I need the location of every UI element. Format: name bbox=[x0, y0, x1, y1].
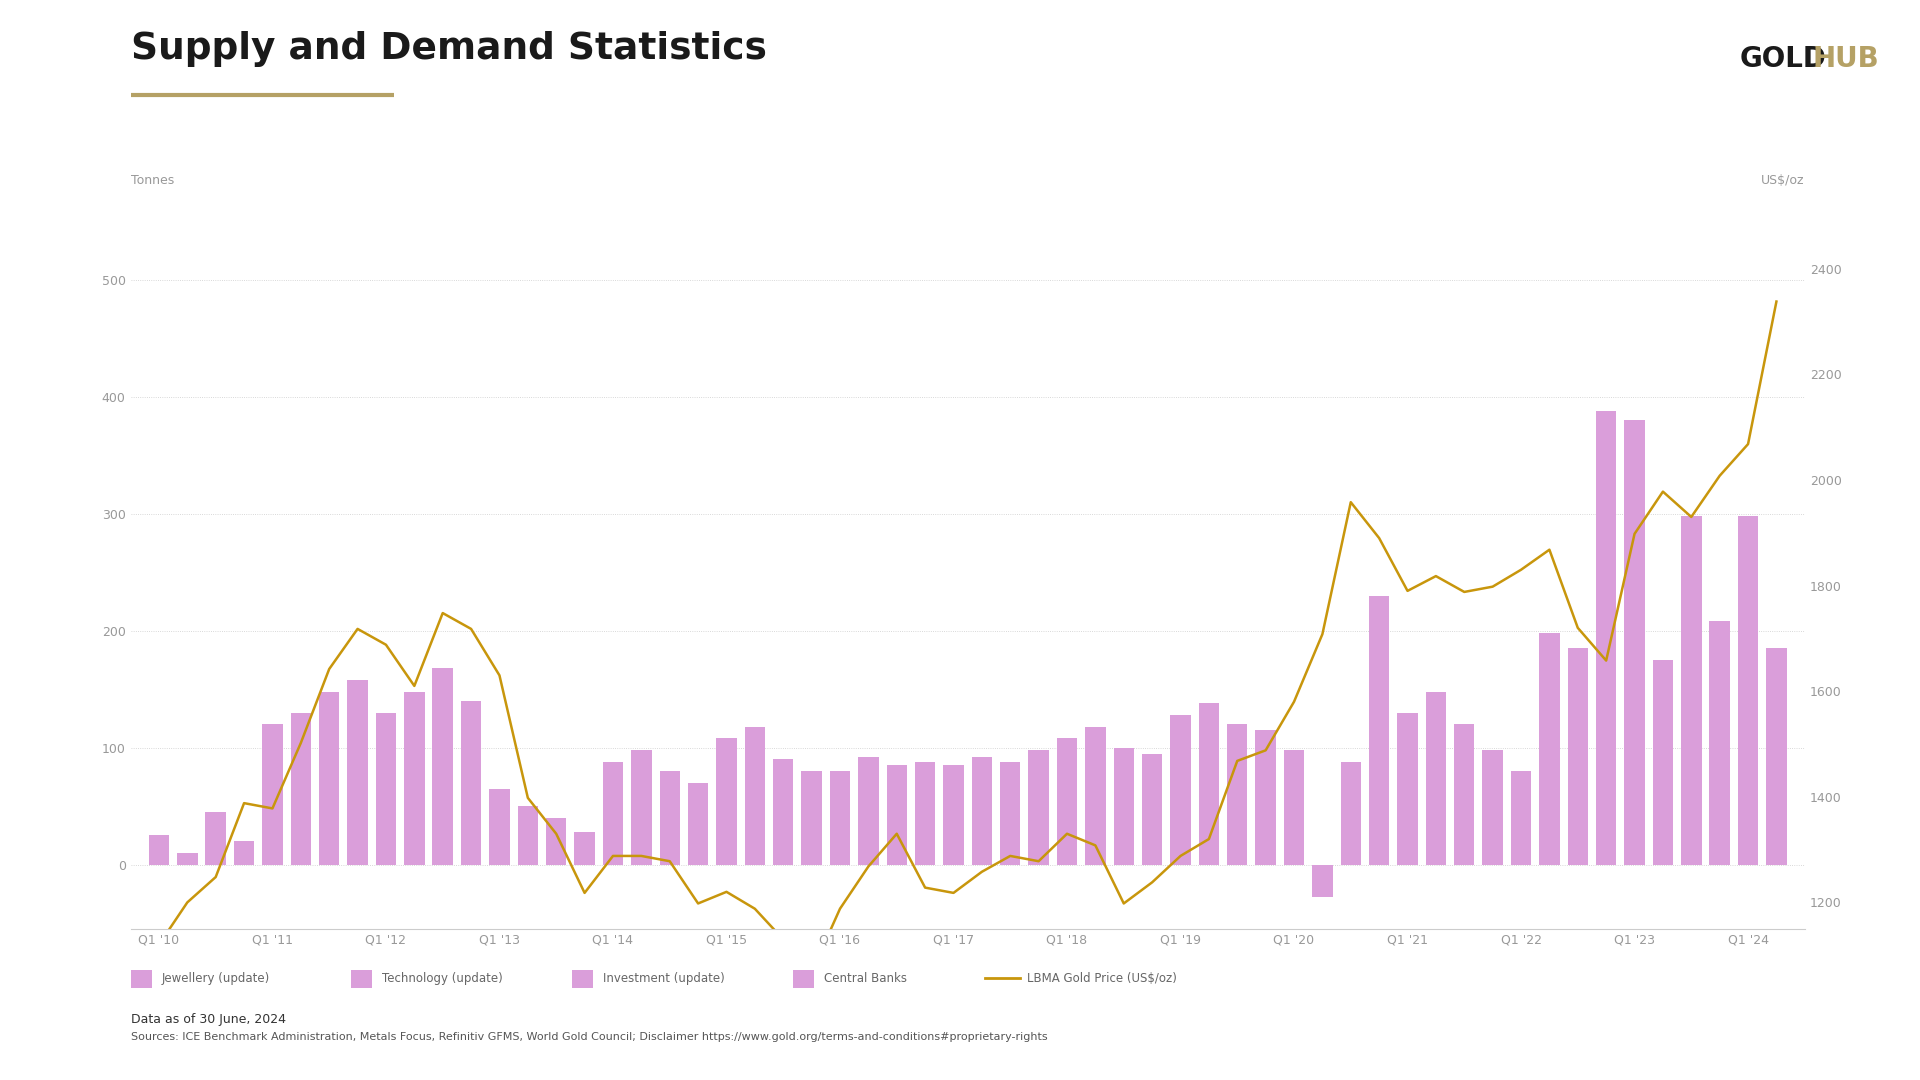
Bar bbox=[1540, 633, 1559, 864]
Bar bbox=[774, 759, 793, 864]
Bar bbox=[1567, 648, 1588, 864]
Bar bbox=[887, 766, 906, 864]
Bar bbox=[1256, 730, 1277, 864]
Bar bbox=[716, 739, 737, 864]
Bar bbox=[916, 761, 935, 864]
Bar bbox=[1511, 771, 1532, 864]
Bar bbox=[205, 812, 227, 864]
Text: Central Banks: Central Banks bbox=[824, 972, 906, 985]
Bar bbox=[1114, 747, 1135, 864]
Bar bbox=[403, 691, 424, 864]
Bar bbox=[1427, 691, 1446, 864]
Bar bbox=[1766, 648, 1788, 864]
Bar bbox=[943, 766, 964, 864]
Bar bbox=[1227, 725, 1248, 864]
Bar bbox=[1340, 761, 1361, 864]
Bar bbox=[1029, 750, 1048, 864]
Bar bbox=[1171, 715, 1190, 864]
Bar bbox=[801, 771, 822, 864]
Bar bbox=[518, 806, 538, 864]
Bar bbox=[858, 757, 879, 864]
Bar bbox=[1056, 739, 1077, 864]
Bar bbox=[376, 713, 396, 864]
Bar bbox=[148, 835, 169, 864]
Text: Sources: ICE Benchmark Administration, Metals Focus, Refinitiv GFMS, World Gold : Sources: ICE Benchmark Administration, M… bbox=[131, 1032, 1046, 1042]
Bar bbox=[659, 771, 680, 864]
Bar bbox=[1000, 761, 1020, 864]
Bar bbox=[461, 701, 482, 864]
Bar bbox=[545, 818, 566, 864]
Text: GOLD: GOLD bbox=[1740, 45, 1826, 73]
Bar bbox=[603, 761, 624, 864]
Bar bbox=[972, 757, 993, 864]
Bar bbox=[432, 669, 453, 864]
Bar bbox=[1142, 754, 1162, 864]
Bar bbox=[1284, 750, 1304, 864]
Text: Jewellery (update): Jewellery (update) bbox=[161, 972, 269, 985]
Text: LBMA Gold Price (US$/oz): LBMA Gold Price (US$/oz) bbox=[1027, 972, 1177, 985]
Bar bbox=[290, 713, 311, 864]
Text: Technology (update): Technology (update) bbox=[382, 972, 503, 985]
Text: Investment (update): Investment (update) bbox=[603, 972, 724, 985]
Bar bbox=[1453, 725, 1475, 864]
Bar bbox=[348, 680, 369, 864]
Bar bbox=[1682, 516, 1701, 864]
Bar bbox=[319, 691, 340, 864]
Bar bbox=[574, 832, 595, 864]
Text: Data as of 30 June, 2024: Data as of 30 June, 2024 bbox=[131, 1013, 286, 1026]
Text: Tonnes: Tonnes bbox=[131, 175, 175, 188]
Bar bbox=[1709, 621, 1730, 864]
Bar bbox=[632, 750, 651, 864]
Bar bbox=[234, 841, 253, 864]
Bar bbox=[1482, 750, 1503, 864]
Text: US$/oz: US$/oz bbox=[1761, 175, 1805, 188]
Bar bbox=[1398, 713, 1417, 864]
Bar bbox=[1085, 727, 1106, 864]
Bar bbox=[745, 727, 764, 864]
Bar bbox=[1596, 411, 1617, 864]
Bar bbox=[1369, 596, 1390, 864]
Bar bbox=[1624, 420, 1645, 864]
Bar bbox=[1738, 516, 1759, 864]
Bar bbox=[829, 771, 851, 864]
Bar bbox=[177, 853, 198, 864]
Bar bbox=[1311, 864, 1332, 897]
Text: Supply and Demand Statistics: Supply and Demand Statistics bbox=[131, 31, 766, 67]
Bar bbox=[263, 725, 282, 864]
Bar bbox=[1198, 703, 1219, 864]
Bar bbox=[687, 783, 708, 864]
Bar bbox=[490, 788, 509, 864]
Bar bbox=[1653, 660, 1672, 864]
Text: HUB: HUB bbox=[1812, 45, 1880, 73]
